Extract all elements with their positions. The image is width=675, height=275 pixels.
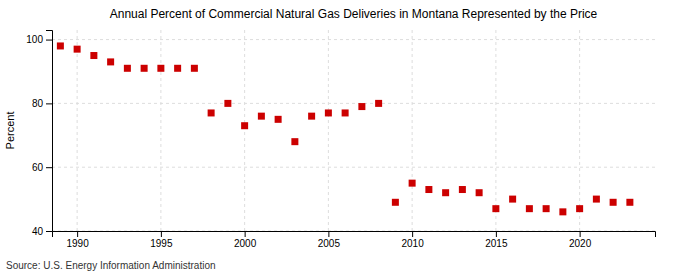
point bbox=[459, 186, 466, 193]
x-tick: 2015 bbox=[485, 231, 508, 249]
point bbox=[610, 199, 617, 206]
x-tick-mark bbox=[161, 231, 162, 237]
point bbox=[157, 65, 164, 72]
grid-line-x bbox=[579, 30, 580, 231]
grid-line-x bbox=[412, 30, 413, 231]
y-tick-mark bbox=[46, 40, 52, 41]
point bbox=[375, 100, 382, 107]
chart: 1990 1995 2000 2005 2010 2015 2020 40 60 80 100 Ann… bbox=[0, 0, 675, 275]
point bbox=[409, 180, 416, 187]
x-tick-mark bbox=[412, 231, 413, 237]
point bbox=[593, 196, 600, 203]
x-tick: 1995 bbox=[150, 231, 173, 249]
point bbox=[342, 109, 349, 116]
plot-area: 1990 1995 2000 2005 2010 2015 2020 40 60 80 100 bbox=[26, 30, 655, 249]
x-tick-mark bbox=[245, 231, 246, 237]
x-tick-label: 2020 bbox=[569, 238, 592, 249]
grid-line-y bbox=[52, 103, 655, 104]
point bbox=[191, 65, 198, 72]
y-tick-mark bbox=[46, 231, 52, 232]
x-tick-mark bbox=[328, 231, 329, 237]
y-tick: 80 bbox=[32, 98, 52, 109]
point bbox=[258, 113, 265, 120]
grid-line-x bbox=[160, 30, 161, 231]
point bbox=[275, 116, 282, 123]
x-tick-mark bbox=[496, 231, 497, 237]
x-tick-mark bbox=[580, 231, 581, 237]
point bbox=[626, 199, 633, 206]
x-tick: 1990 bbox=[67, 231, 90, 249]
points bbox=[57, 42, 634, 215]
grid-line-y bbox=[52, 39, 655, 40]
y-tick-label: 100 bbox=[26, 34, 43, 45]
grid-line-y bbox=[52, 167, 655, 168]
point bbox=[224, 100, 231, 107]
grid-line-x bbox=[495, 30, 496, 231]
x-tick: 2020 bbox=[569, 231, 592, 249]
y-tick: 100 bbox=[26, 34, 52, 45]
point bbox=[107, 58, 114, 65]
point bbox=[425, 186, 432, 193]
point bbox=[543, 205, 550, 212]
point bbox=[174, 65, 181, 72]
point bbox=[392, 199, 399, 206]
x-tick-label: 2015 bbox=[485, 238, 508, 249]
point bbox=[124, 65, 131, 72]
point bbox=[57, 42, 64, 49]
x-tick-label: 1990 bbox=[67, 238, 90, 249]
x-tick: 2005 bbox=[318, 231, 341, 249]
title: Annual Percent of Commercial Natural Gas… bbox=[110, 7, 598, 21]
point bbox=[241, 122, 248, 129]
point bbox=[90, 52, 97, 59]
point bbox=[576, 205, 583, 212]
point bbox=[526, 205, 533, 212]
x-tick-label: 2010 bbox=[402, 238, 425, 249]
x-tick-label: 2005 bbox=[318, 238, 341, 249]
point bbox=[141, 65, 148, 72]
point bbox=[74, 46, 81, 53]
point bbox=[291, 138, 298, 145]
x-tick-label: 2000 bbox=[234, 238, 257, 249]
point bbox=[442, 189, 449, 196]
point bbox=[509, 196, 516, 203]
x-axis-line bbox=[53, 232, 656, 238]
x-tick: 2010 bbox=[402, 231, 425, 249]
grid-line-x bbox=[328, 30, 329, 231]
y-axis: 40 60 80 100 bbox=[26, 31, 52, 237]
y-tick-mark bbox=[46, 167, 52, 168]
y-axis-line bbox=[46, 31, 53, 232]
point bbox=[492, 205, 499, 212]
point bbox=[325, 109, 332, 116]
x-tick-label: 1995 bbox=[150, 238, 173, 249]
point bbox=[208, 109, 215, 116]
point bbox=[559, 208, 566, 215]
y-tick-label: 60 bbox=[32, 162, 44, 173]
x-tick-mark bbox=[77, 231, 78, 237]
grid bbox=[52, 30, 655, 231]
y-axis-label: Percent bbox=[4, 112, 16, 150]
grid-line-x bbox=[77, 30, 78, 231]
source: Source: U.S. Energy Information Administ… bbox=[6, 260, 216, 271]
point bbox=[308, 113, 315, 120]
x-tick: 2000 bbox=[234, 231, 257, 249]
y-tick-mark bbox=[46, 103, 52, 104]
y-tick-label: 80 bbox=[32, 98, 44, 109]
grid-line-x bbox=[244, 30, 245, 231]
x-axis: 1990 1995 2000 2005 2010 2015 2020 bbox=[53, 231, 656, 249]
point bbox=[476, 189, 483, 196]
point bbox=[358, 103, 365, 110]
y-tick: 60 bbox=[32, 162, 52, 173]
y-tick: 40 bbox=[32, 226, 52, 237]
y-tick-label: 40 bbox=[32, 226, 44, 237]
